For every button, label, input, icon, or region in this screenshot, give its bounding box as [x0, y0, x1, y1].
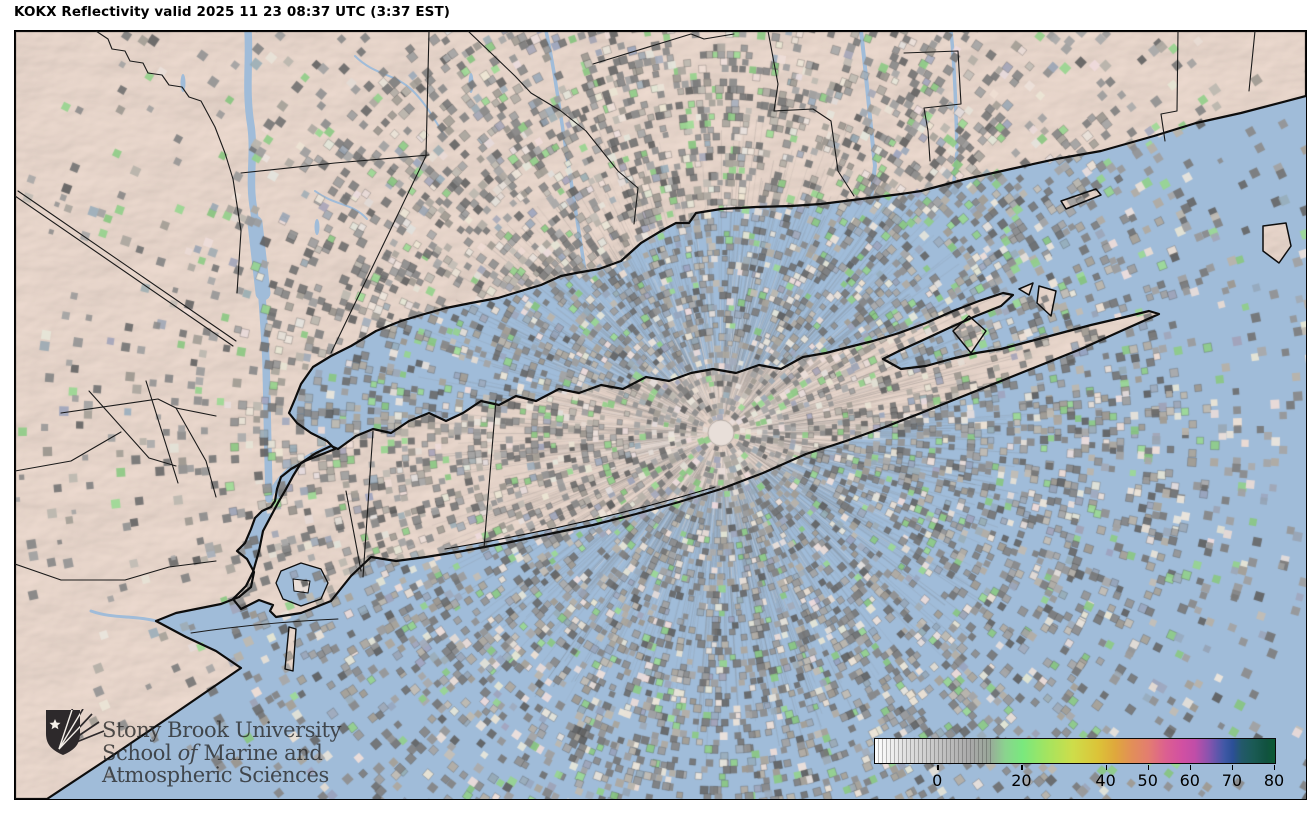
colorbar-tick — [1105, 765, 1107, 770]
radar-map-panel: Stony Brook University School of Marine … — [14, 30, 1307, 800]
colorbar-tick-label: 50 — [1137, 771, 1158, 790]
colorbar-tick — [1274, 765, 1276, 770]
colorbar-stripes — [875, 739, 993, 763]
colorbar-tick — [1231, 765, 1234, 770]
colorbar-tick-label: 20 — [1011, 771, 1032, 790]
colorbar-tick-label: 40 — [1095, 771, 1116, 790]
colorbar-tick-label: 80 — [1263, 771, 1285, 790]
colorbar-tick — [1147, 765, 1150, 770]
colorbar-tick-label: 0 — [932, 771, 943, 790]
figure-title: KOKX Reflectivity valid 2025 11 23 08:37… — [14, 4, 451, 20]
radar-clutter-canvas — [15, 31, 1306, 799]
colorbar-tick — [1189, 765, 1192, 770]
colorbar-gradient — [874, 738, 1276, 764]
colorbar-tick-label: 70 — [1221, 771, 1243, 790]
reflectivity-colorbar: 0 20 40 50 60 70 80 — [874, 738, 1284, 798]
colorbar-tick — [1021, 765, 1023, 770]
colorbar-tick — [937, 765, 939, 770]
colorbar-tick-label: 60 — [1179, 771, 1200, 790]
map-boundaries-layer — [15, 31, 1306, 799]
